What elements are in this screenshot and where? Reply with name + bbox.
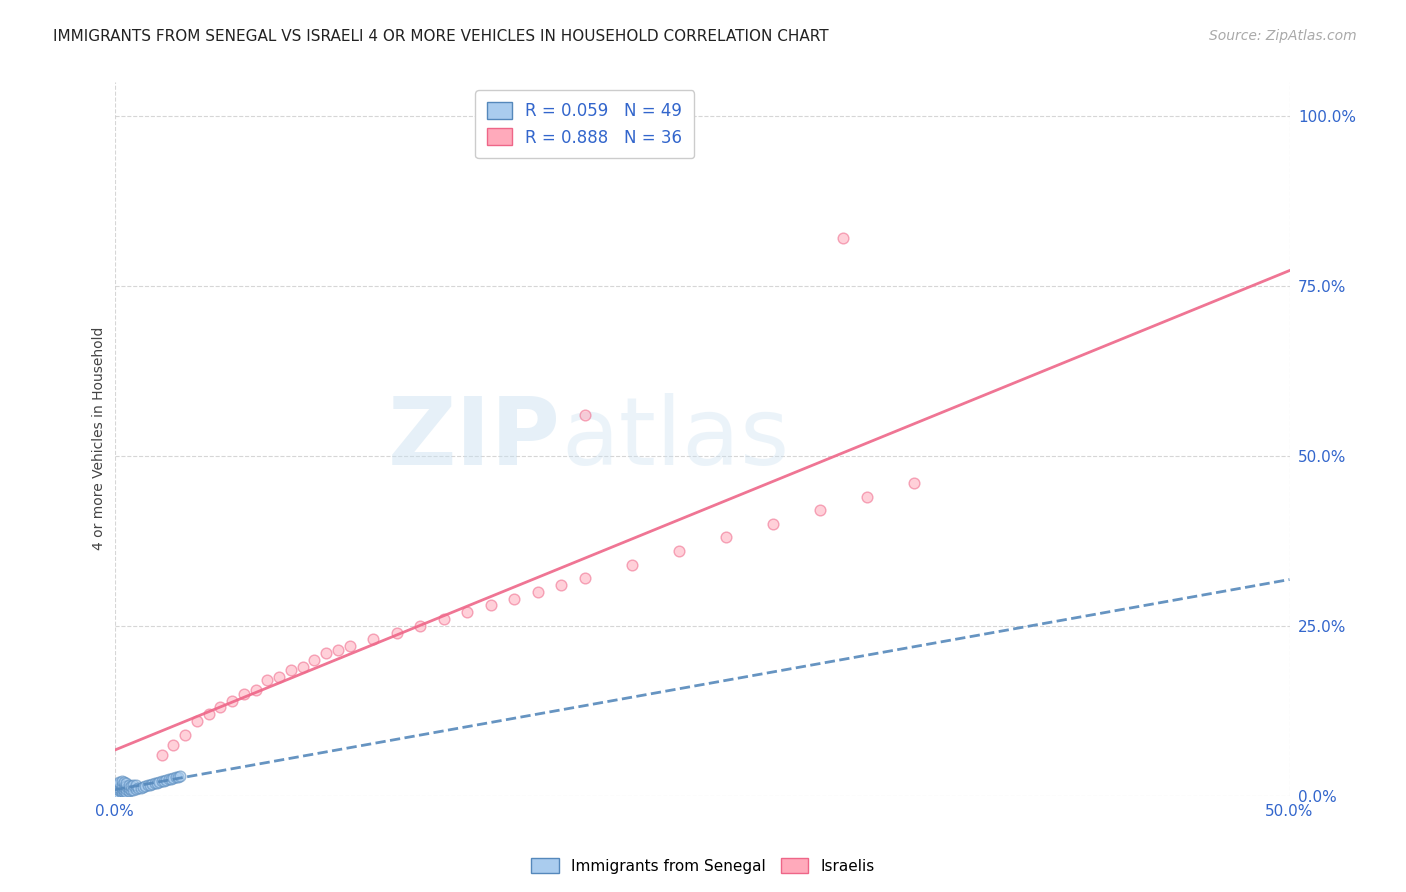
Point — [221, 693, 243, 707]
Point — [433, 612, 456, 626]
Point — [714, 530, 737, 544]
Text: Source: ZipAtlas.com: Source: ZipAtlas.com — [1209, 29, 1357, 43]
Point — [150, 774, 173, 789]
Point — [141, 777, 163, 791]
Point — [111, 779, 134, 793]
Point — [108, 783, 131, 797]
Point — [105, 781, 128, 796]
Point — [315, 646, 337, 660]
Point — [112, 780, 135, 794]
Point — [832, 231, 855, 245]
Point — [169, 769, 191, 783]
Point — [143, 776, 166, 790]
Text: ZIP: ZIP — [388, 392, 561, 484]
Point — [108, 776, 131, 790]
Point — [620, 558, 643, 572]
Point — [761, 516, 783, 531]
Point — [115, 779, 138, 793]
Point — [150, 747, 173, 762]
Point — [125, 781, 148, 796]
Point — [111, 784, 134, 798]
Point — [174, 727, 197, 741]
Point — [105, 785, 128, 799]
Point — [129, 780, 152, 795]
Point — [197, 707, 219, 722]
Point — [409, 618, 432, 632]
Point — [361, 632, 384, 647]
Point — [112, 785, 135, 799]
Point — [503, 591, 526, 606]
Point — [115, 776, 138, 790]
Point — [118, 784, 141, 798]
Point — [148, 775, 170, 789]
Point — [155, 772, 177, 787]
Point — [146, 776, 169, 790]
Point — [291, 659, 314, 673]
Point — [269, 670, 291, 684]
Legend: Immigrants from Senegal, Israelis: Immigrants from Senegal, Israelis — [524, 852, 882, 880]
Point — [165, 770, 187, 784]
Point — [385, 625, 408, 640]
Point — [111, 781, 134, 796]
Point — [127, 781, 149, 796]
Point — [125, 778, 148, 792]
Point — [550, 578, 572, 592]
Point — [479, 599, 502, 613]
Point — [256, 673, 278, 687]
Point — [326, 642, 349, 657]
Point — [112, 775, 135, 789]
Point — [111, 786, 134, 800]
Point — [153, 773, 176, 788]
Point — [280, 663, 302, 677]
Point — [157, 772, 180, 787]
Point — [808, 503, 831, 517]
Point — [139, 778, 162, 792]
Point — [668, 544, 690, 558]
Point — [167, 770, 190, 784]
Point — [160, 772, 183, 786]
Legend: R = 0.059   N = 49, R = 0.888   N = 36: R = 0.059 N = 49, R = 0.888 N = 36 — [475, 90, 695, 158]
Point — [120, 783, 142, 797]
Point — [108, 780, 131, 795]
Point — [245, 683, 267, 698]
Point — [118, 780, 141, 795]
Point — [136, 779, 159, 793]
Point — [112, 782, 135, 797]
Point — [120, 779, 142, 793]
Point — [162, 771, 184, 785]
Point — [526, 584, 548, 599]
Point — [162, 738, 184, 752]
Point — [232, 687, 254, 701]
Text: atlas: atlas — [561, 392, 789, 484]
Point — [903, 475, 925, 490]
Point — [118, 778, 141, 792]
Point — [855, 490, 877, 504]
Point — [304, 653, 326, 667]
Point — [122, 779, 145, 793]
Point — [105, 779, 128, 793]
Point — [574, 408, 596, 422]
Point — [108, 787, 131, 801]
Point — [111, 773, 134, 788]
Point — [115, 784, 138, 798]
Text: IMMIGRANTS FROM SENEGAL VS ISRAELI 4 OR MORE VEHICLES IN HOUSEHOLD CORRELATION C: IMMIGRANTS FROM SENEGAL VS ISRAELI 4 OR … — [53, 29, 830, 44]
Point — [209, 700, 232, 714]
Point — [132, 780, 155, 794]
Point — [339, 639, 361, 653]
Point — [108, 775, 131, 789]
Point — [456, 605, 478, 619]
Point — [122, 782, 145, 797]
Point — [186, 714, 208, 728]
Point — [574, 571, 596, 585]
Point — [134, 779, 156, 793]
Y-axis label: 4 or more Vehicles in Household: 4 or more Vehicles in Household — [93, 327, 107, 550]
Point — [115, 781, 138, 796]
